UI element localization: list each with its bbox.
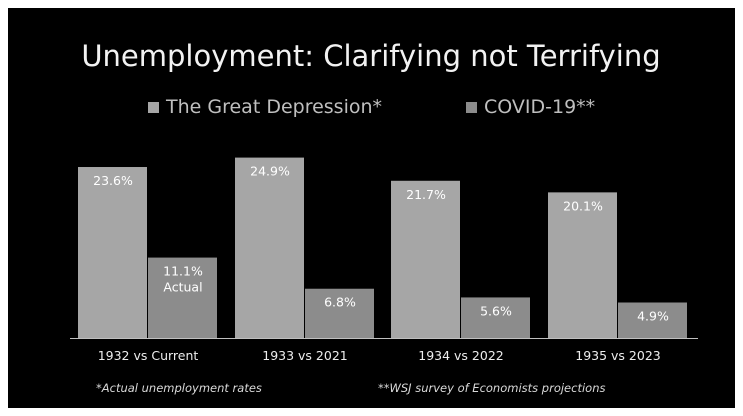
x-tick-label-3: 1935 vs 2023 xyxy=(575,348,660,363)
data-label-1-1: 6.8% xyxy=(324,295,356,310)
chart-title: Unemployment: Clarifying not Terrifying xyxy=(81,39,660,73)
chart-slide: Unemployment: Clarifying not Terrifying … xyxy=(8,8,735,408)
bar-2-1 xyxy=(461,297,530,338)
bar-3-1 xyxy=(618,302,687,338)
data-label-3-1: 4.9% xyxy=(637,308,669,323)
data-label-2-0: 21.7% xyxy=(406,187,446,202)
data-label-1-0: 24.9% xyxy=(250,164,290,179)
bar-chart: Unemployment: Clarifying not Terrifying … xyxy=(70,39,698,395)
data-label-0-1: 11.1% Actual xyxy=(163,264,203,295)
bar-1-1 xyxy=(305,288,374,338)
data-label-2-1: 5.6% xyxy=(480,303,512,318)
legend-label-0: The Great Depression* xyxy=(165,96,382,118)
x-tick-label-0: 1932 vs Current xyxy=(98,348,199,363)
x-tick-label-1: 1933 vs 2021 xyxy=(262,348,347,363)
bar-3-0 xyxy=(548,192,617,338)
legend-label-1: COVID-19** xyxy=(484,96,595,118)
legend-swatch-1 xyxy=(466,102,477,113)
bar-0-1 xyxy=(148,257,217,338)
legend-swatch-0 xyxy=(148,102,159,113)
data-label-3-0: 20.1% xyxy=(563,198,603,213)
footnote-actual: *Actual unemployment rates xyxy=(96,381,262,395)
bar-0-0 xyxy=(78,167,147,338)
x-tick-labels: 1932 vs Current 1933 vs 2021 1934 vs 2022 1… xyxy=(98,348,661,363)
data-label-0-0: 23.6% xyxy=(93,173,133,188)
bar-1-0 xyxy=(235,157,304,338)
footnote-projections: **WSJ survey of Economists projections xyxy=(378,381,605,395)
bars-group: 23.6% 11.1% Actual 24.9% 6.8% 21.7% 5.6% 20.1% 4… xyxy=(78,157,687,338)
x-tick-label-2: 1934 vs 2022 xyxy=(418,348,503,363)
legend: The Great Depression* COVID-19** xyxy=(148,96,595,118)
bar-2-0 xyxy=(391,180,460,338)
